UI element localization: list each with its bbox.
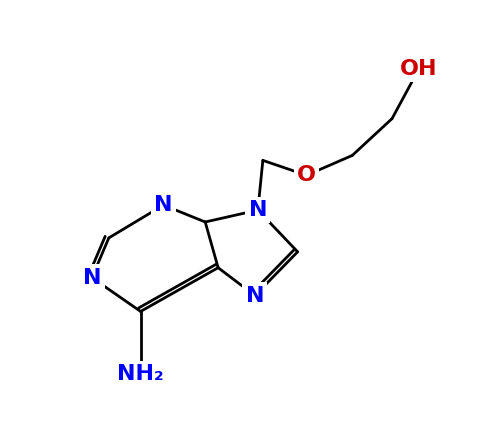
Text: OH: OH [400,59,438,79]
Text: N: N [154,195,173,215]
Text: N: N [83,268,101,288]
Text: N: N [249,200,267,220]
Text: N: N [246,286,264,306]
Text: NH₂: NH₂ [117,364,164,384]
Text: O: O [297,165,316,185]
